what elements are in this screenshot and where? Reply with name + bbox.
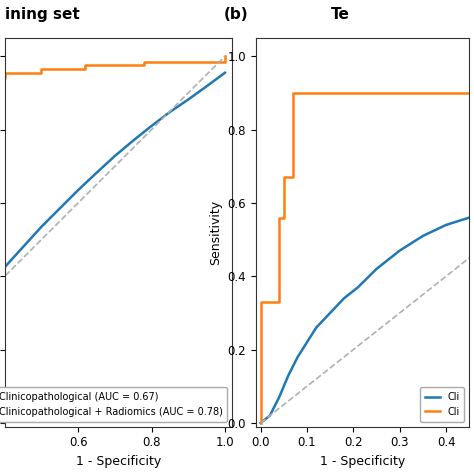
Clinicopathological + Radiomics (AUC = 0.78) (141, 59, 147, 64)
Line: Clinicopathological + Radiomics (AUC = 0.78): Clinicopathological + Radiomics (AUC = 0… (0, 56, 225, 423)
Clinicopathological + Radiomics (AUC = 0.78) (222, 59, 228, 64)
Line: Clinicopathological (AUC = 0.67): Clinicopathological (AUC = 0.67) (0, 73, 225, 423)
Clinicopathological + Radiomics (AUC = 0.78) (222, 54, 228, 59)
Cli (443, 222, 449, 228)
Cli (276, 299, 282, 305)
Clinicopathological (AUC = 0.67) (149, 123, 155, 129)
Cli (328, 310, 333, 316)
Cli (258, 299, 264, 305)
Cli (374, 266, 379, 272)
Cli (290, 90, 296, 96)
Clinicopathological (AUC = 0.67) (185, 97, 191, 102)
Cli (355, 284, 361, 290)
X-axis label: 1 - Specificity: 1 - Specificity (320, 455, 405, 468)
Cli (304, 339, 310, 345)
Text: (b): (b) (224, 8, 248, 22)
Cli (281, 215, 287, 220)
Cli (341, 295, 347, 301)
Clinicopathological + Radiomics (AUC = 0.78) (2, 70, 8, 75)
Clinicopathological (AUC = 0.67) (94, 170, 100, 176)
Line: Cli: Cli (261, 218, 469, 423)
Legend: Clinicopathological (AUC = 0.67), Clinicopathological + Radiomics (AUC = 0.78): Clinicopathological (AUC = 0.67), Clinic… (0, 387, 228, 422)
Line: Cli: Cli (261, 93, 469, 423)
Cli (290, 174, 296, 180)
Clinicopathological (AUC = 0.67) (112, 153, 118, 159)
Clinicopathological (AUC = 0.67) (222, 70, 228, 75)
Cli (276, 394, 282, 400)
Y-axis label: Sensitivity: Sensitivity (209, 200, 222, 265)
Clinicopathological (AUC = 0.67) (167, 109, 173, 115)
Clinicopathological + Radiomics (AUC = 0.78) (141, 63, 147, 68)
Clinicopathological (AUC = 0.67) (75, 187, 81, 193)
Clinicopathological (AUC = 0.67) (57, 206, 63, 211)
Text: ining set: ining set (5, 8, 80, 22)
X-axis label: 1 - Specificity: 1 - Specificity (76, 455, 161, 468)
Clinicopathological (AUC = 0.67) (2, 264, 8, 270)
Clinicopathological (AUC = 0.67) (20, 244, 26, 250)
Clinicopathological + Radiomics (AUC = 0.78) (38, 66, 44, 72)
Text: Te: Te (331, 8, 349, 22)
Cli (313, 325, 319, 330)
Clinicopathological (AUC = 0.67) (130, 138, 136, 144)
Cli (466, 215, 472, 220)
Cli (304, 90, 310, 96)
Cli (304, 90, 310, 96)
Clinicopathological (AUC = 0.67) (204, 83, 210, 89)
Cli (281, 174, 287, 180)
Clinicopathological (AUC = 0.67) (38, 224, 44, 229)
Clinicopathological + Radiomics (AUC = 0.78) (82, 63, 88, 68)
Clinicopathological + Radiomics (AUC = 0.78) (38, 70, 44, 75)
Cli (267, 413, 273, 419)
Clinicopathological + Radiomics (AUC = 0.78) (82, 66, 88, 72)
Cli (258, 420, 264, 426)
Cli (466, 90, 472, 96)
Cli (258, 420, 264, 426)
Cli (285, 373, 291, 378)
Cli (295, 354, 301, 360)
Cli (397, 248, 402, 254)
Clinicopathological + Radiomics (AUC = 0.78) (2, 75, 8, 81)
Cli (276, 215, 282, 220)
Legend: Cli, Cli: Cli, Cli (420, 387, 465, 422)
Cli (420, 233, 426, 239)
